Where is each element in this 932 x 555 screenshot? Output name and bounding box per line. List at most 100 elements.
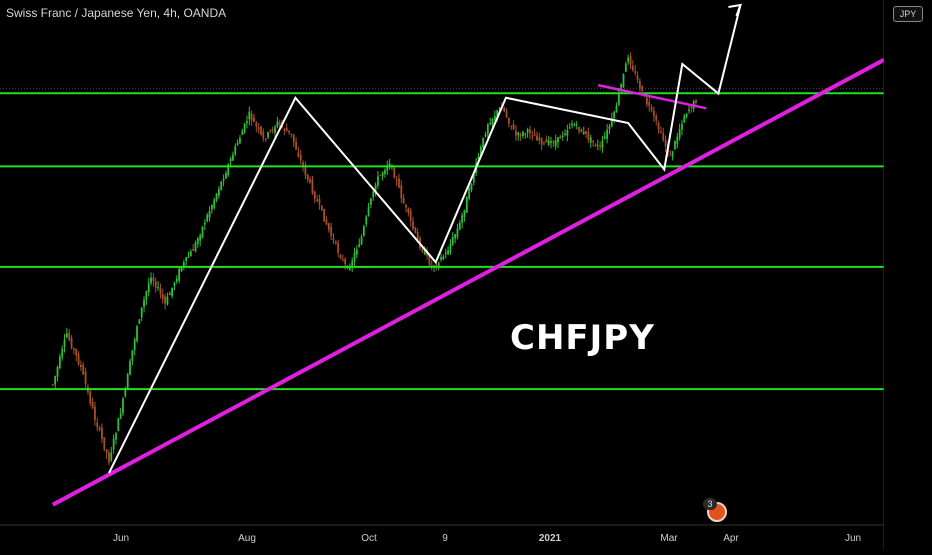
candle-body xyxy=(489,123,492,125)
candle-body xyxy=(395,179,398,181)
x-tick-label: 9 xyxy=(442,533,448,544)
candle-body xyxy=(248,111,251,120)
candle-body xyxy=(377,176,379,186)
candle-body xyxy=(145,291,148,300)
candle-body xyxy=(622,73,625,87)
candle-body xyxy=(164,296,167,304)
candle-body xyxy=(561,135,564,137)
candle-body xyxy=(596,144,599,146)
candle-body xyxy=(180,267,183,272)
candle-body xyxy=(606,129,609,139)
candle-body xyxy=(159,287,162,294)
candle-body xyxy=(533,134,536,136)
candle-body xyxy=(320,205,323,211)
candle-body xyxy=(421,248,424,252)
candle-body xyxy=(522,131,524,137)
candle-body xyxy=(262,131,265,139)
candle-body xyxy=(505,111,508,117)
candle-body xyxy=(348,267,351,270)
candle-body xyxy=(398,178,400,188)
candle-body xyxy=(430,264,433,266)
candle-body xyxy=(225,173,227,179)
candle-body xyxy=(564,133,566,136)
candle-body xyxy=(276,121,279,127)
rising-trendline xyxy=(51,58,885,507)
candle-body xyxy=(617,93,620,105)
candle-body xyxy=(400,185,403,199)
candle-body xyxy=(278,122,281,125)
candle-body xyxy=(508,117,510,124)
candle-body xyxy=(185,257,188,262)
currency-badge[interactable]: JPY xyxy=(893,6,923,22)
candle-body xyxy=(122,398,124,414)
candle-body xyxy=(182,262,185,268)
candle-body xyxy=(260,126,262,135)
forecast-path xyxy=(108,4,742,474)
candle-body xyxy=(695,100,697,104)
candle-body xyxy=(519,134,522,137)
candle-body xyxy=(72,348,75,350)
candle-body xyxy=(451,237,454,245)
candle-body xyxy=(108,452,110,463)
candle-body xyxy=(334,241,337,244)
candle-body xyxy=(77,353,80,365)
candle-body xyxy=(117,418,120,432)
candle-body xyxy=(239,138,241,144)
candle-body xyxy=(470,183,473,191)
candle-body xyxy=(316,199,319,202)
candle-body xyxy=(318,198,321,205)
candle-body xyxy=(491,118,494,125)
price-axis-background xyxy=(884,0,932,550)
candle-body xyxy=(681,124,683,130)
candle-body xyxy=(650,107,653,111)
candle-body xyxy=(344,258,347,265)
candle-body xyxy=(515,130,517,136)
candle-body xyxy=(657,123,660,130)
candle-body xyxy=(297,152,300,157)
candle-body xyxy=(428,255,431,265)
candle-body xyxy=(236,142,239,145)
candle-body xyxy=(631,65,634,71)
candle-body xyxy=(585,130,587,134)
candle-body xyxy=(547,140,550,145)
candle-body xyxy=(330,226,333,236)
candle-body xyxy=(54,376,57,385)
candle-body xyxy=(138,319,141,324)
candle-body xyxy=(512,124,515,130)
candle-body xyxy=(269,129,272,131)
candle-body xyxy=(210,205,213,210)
candle-body xyxy=(437,262,440,266)
candle-body xyxy=(241,131,244,136)
candle-body xyxy=(594,144,597,146)
candle-body xyxy=(152,277,155,282)
candle-body xyxy=(299,155,302,161)
candle-body xyxy=(416,231,419,240)
candle-body xyxy=(267,132,269,138)
candle-body xyxy=(664,139,667,147)
candle-body xyxy=(227,164,230,176)
candle-body xyxy=(166,296,169,305)
candle-body xyxy=(89,391,92,404)
candle-body xyxy=(222,179,225,181)
candle-body xyxy=(250,113,253,121)
candle-body xyxy=(423,251,426,255)
candle-body xyxy=(217,189,220,196)
candle-body xyxy=(274,126,276,133)
candle-body xyxy=(531,135,534,137)
candle-body xyxy=(372,191,375,198)
candle-body xyxy=(484,134,487,137)
candle-body xyxy=(566,130,569,136)
candle-body xyxy=(171,287,174,297)
candle-body xyxy=(84,371,87,384)
candle-body xyxy=(257,127,260,130)
candle-body xyxy=(493,115,496,120)
candle-body xyxy=(112,438,115,450)
candle-body xyxy=(524,133,527,135)
candle-body xyxy=(648,102,651,107)
candle-body xyxy=(573,124,576,126)
candle-body xyxy=(208,210,211,218)
candle-body xyxy=(178,268,181,281)
candle-body xyxy=(175,278,178,282)
